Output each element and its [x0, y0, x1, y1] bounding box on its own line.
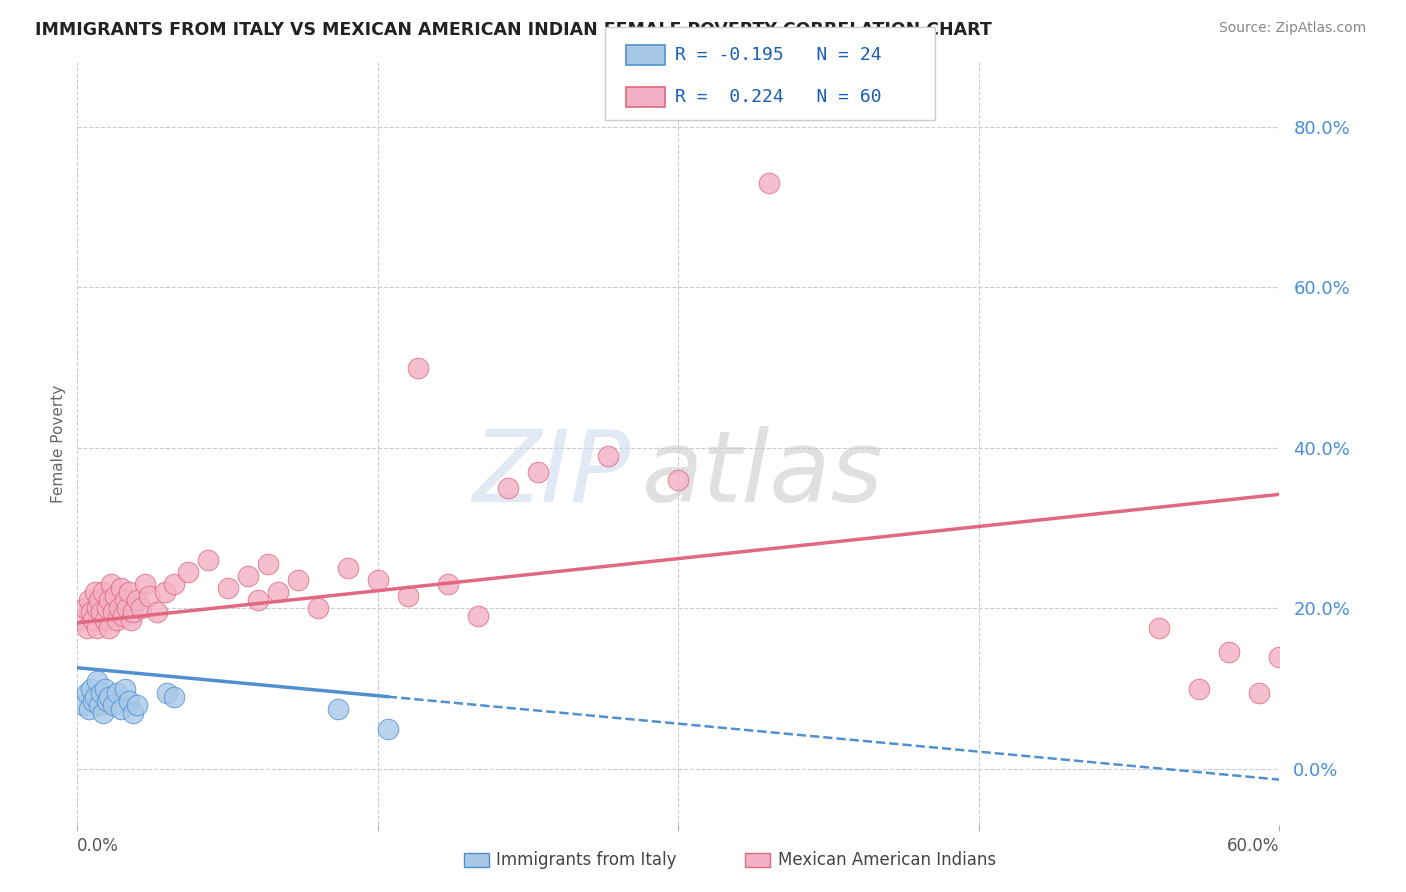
Point [98, 621, 121, 635]
Point [527, 465, 550, 479]
Point [118, 585, 141, 599]
Text: Mexican American Indians: Mexican American Indians [778, 851, 995, 869]
Point [90, 605, 112, 619]
Point [80, 681, 103, 696]
Point [110, 701, 132, 715]
Point [107, 614, 129, 628]
Text: ZIP: ZIP [472, 425, 630, 523]
Point [1249, 686, 1271, 700]
Point [162, 690, 184, 704]
Point [287, 573, 309, 587]
Point [79, 701, 101, 715]
Text: R =  0.224   N = 60: R = 0.224 N = 60 [675, 88, 882, 106]
Point [76, 621, 98, 635]
Point [437, 577, 460, 591]
Point [108, 601, 131, 615]
Point [336, 561, 359, 575]
Point [120, 614, 142, 628]
Point [406, 360, 429, 375]
Point [104, 590, 127, 604]
Point [72, 698, 94, 712]
Point [1149, 621, 1171, 635]
Point [118, 694, 141, 708]
Point [326, 701, 349, 715]
Text: 60.0%: 60.0% [1227, 837, 1279, 855]
Point [70, 614, 93, 628]
Point [75, 601, 97, 615]
Point [84, 690, 107, 704]
Point [267, 585, 290, 599]
Point [1268, 649, 1291, 664]
Point [127, 593, 149, 607]
Text: Immigrants from Italy: Immigrants from Italy [496, 851, 676, 869]
Point [156, 686, 179, 700]
Point [256, 557, 278, 572]
Point [146, 605, 169, 619]
Point [122, 706, 145, 720]
Point [89, 698, 111, 712]
Point [217, 582, 239, 596]
Point [155, 585, 177, 599]
Point [246, 593, 269, 607]
Point [94, 681, 117, 696]
Point [80, 605, 103, 619]
Point [117, 601, 139, 615]
Point [98, 593, 121, 607]
Point [1188, 681, 1211, 696]
Point [96, 694, 118, 708]
Point [127, 698, 149, 712]
Point [82, 614, 104, 628]
Point [86, 601, 108, 615]
Point [84, 585, 107, 599]
Point [197, 553, 219, 567]
Point [598, 449, 620, 463]
Text: 0.0%: 0.0% [77, 837, 120, 855]
Point [758, 176, 780, 190]
Point [103, 605, 125, 619]
Point [100, 577, 122, 591]
Point [162, 577, 184, 591]
Point [367, 573, 389, 587]
Point [89, 593, 111, 607]
Point [90, 686, 112, 700]
Point [138, 590, 160, 604]
Point [93, 706, 115, 720]
Point [1218, 646, 1240, 660]
Text: IMMIGRANTS FROM ITALY VS MEXICAN AMERICAN INDIAN FEMALE POVERTY CORRELATION CHAR: IMMIGRANTS FROM ITALY VS MEXICAN AMERICA… [35, 21, 991, 39]
Point [134, 577, 156, 591]
Point [114, 593, 136, 607]
Point [96, 601, 118, 615]
Point [131, 601, 153, 615]
Point [112, 609, 135, 624]
Point [93, 585, 115, 599]
Point [396, 590, 419, 604]
Point [76, 686, 98, 700]
Point [377, 722, 399, 736]
Point [122, 605, 145, 619]
Point [307, 601, 329, 615]
Text: atlas: atlas [643, 425, 884, 523]
Point [79, 593, 101, 607]
Point [107, 686, 129, 700]
Point [236, 569, 259, 583]
Text: Source: ZipAtlas.com: Source: ZipAtlas.com [1219, 21, 1367, 36]
Y-axis label: Female Poverty: Female Poverty [51, 384, 66, 503]
Point [103, 698, 125, 712]
Point [94, 614, 117, 628]
Point [98, 690, 121, 704]
Point [467, 609, 489, 624]
Point [668, 473, 690, 487]
Point [176, 566, 198, 580]
Point [86, 673, 108, 688]
Point [110, 582, 132, 596]
Point [86, 621, 108, 635]
Point [496, 481, 519, 495]
Point [82, 694, 104, 708]
Point [114, 681, 136, 696]
Text: R = -0.195   N = 24: R = -0.195 N = 24 [675, 46, 882, 64]
